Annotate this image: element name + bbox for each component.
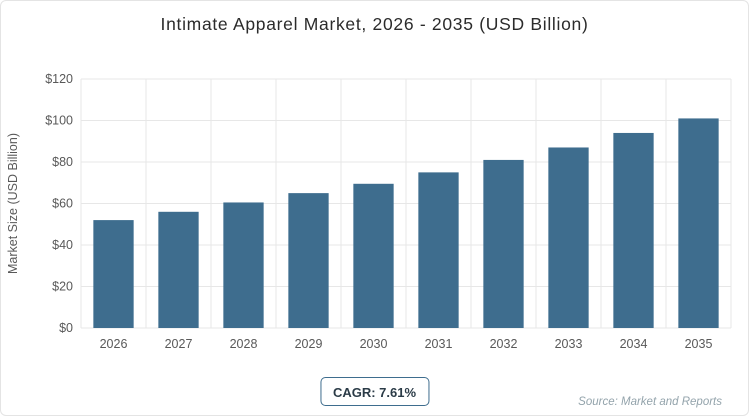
svg-text:$40: $40 [52,238,73,252]
svg-text:2035: 2035 [685,337,713,351]
svg-text:Market Size (USD Billion): Market Size (USD Billion) [6,133,20,274]
svg-text:2033: 2033 [555,337,583,351]
svg-text:2031: 2031 [425,337,453,351]
svg-text:2034: 2034 [620,337,648,351]
svg-text:$120: $120 [45,72,73,86]
svg-text:2027: 2027 [165,337,193,351]
svg-text:$100: $100 [45,114,73,128]
svg-text:2028: 2028 [230,337,258,351]
svg-text:$0: $0 [59,321,73,335]
svg-text:$60: $60 [52,197,73,211]
svg-text:2032: 2032 [490,337,518,351]
svg-text:2030: 2030 [360,337,388,351]
svg-text:$20: $20 [52,280,73,294]
svg-text:2026: 2026 [100,337,128,351]
svg-text:$80: $80 [52,155,73,169]
svg-text:2029: 2029 [295,337,323,351]
